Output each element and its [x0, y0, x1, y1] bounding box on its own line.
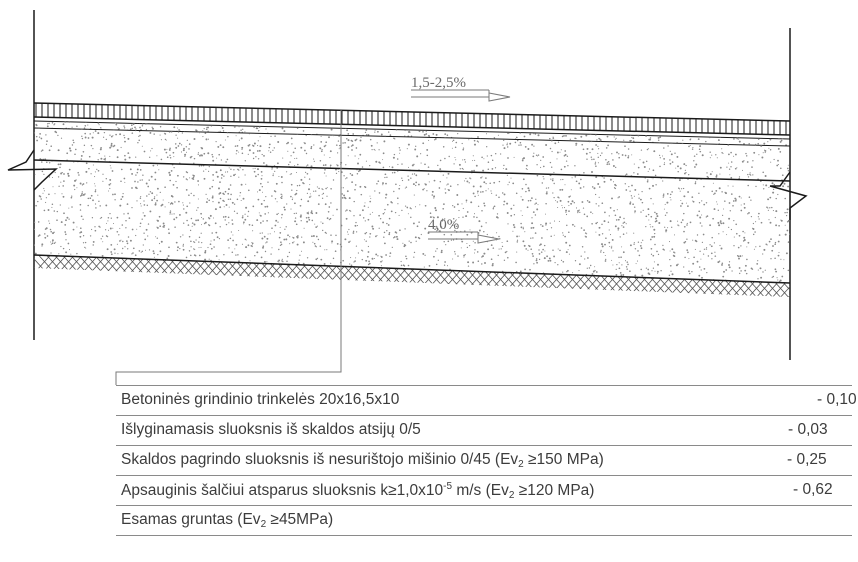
top-slope-arrow-icon — [488, 92, 511, 102]
base-slope-arrow-icon — [477, 234, 500, 244]
base-slope-label: 4,0% — [428, 217, 459, 233]
layer-description: Skaldos pagrindo sluoksnis iš nesurištoj… — [121, 451, 604, 470]
base-slope-annotation: 4,0% — [428, 217, 500, 244]
base-layer — [33, 128, 791, 283]
right-break-symbol — [769, 171, 808, 220]
layer-description: Išlyginamasis sluoksnis iš skaldos atsij… — [121, 421, 421, 438]
layer-description: Apsauginis šalčiui atsparus sluoksnis k≥… — [121, 481, 595, 501]
top-slope-label: 1,5-2,5% — [411, 75, 466, 91]
legend-row: Apsauginis šalčiui atsparus sluoksnis k≥… — [116, 475, 852, 505]
sand-layer — [33, 121, 791, 147]
legend-row: Išlyginamasis sluoksnis iš skaldos atsij… — [116, 415, 852, 445]
legend-row: Skaldos pagrindo sluoksnis iš nesurištoj… — [116, 445, 852, 475]
layer-thickness: - 0,03 — [788, 421, 828, 438]
legend-row: Esamas gruntas (Ev2 ≥45MPa) — [116, 505, 852, 536]
legend-row: Betoninės grindinio trinkelės 20x16,5x10… — [116, 385, 857, 415]
layer-description: Betoninės grindinio trinkelės 20x16,5x10 — [121, 391, 400, 408]
layer-thickness: - 0,10 — [817, 391, 857, 408]
layer-description: Esamas gruntas (Ev2 ≥45MPa) — [121, 511, 334, 530]
layer-thickness: - 0,62 — [793, 481, 833, 498]
layer-thickness: - 0,25 — [787, 451, 827, 468]
layer-legend-table: Betoninės grindinio trinkelės 20x16,5x10… — [116, 385, 857, 536]
top-slope-annotation: 1,5-2,5% — [411, 75, 511, 102]
leader-line — [115, 110, 342, 385]
left-break-symbol — [7, 149, 58, 191]
soil-hatch — [33, 254, 791, 297]
